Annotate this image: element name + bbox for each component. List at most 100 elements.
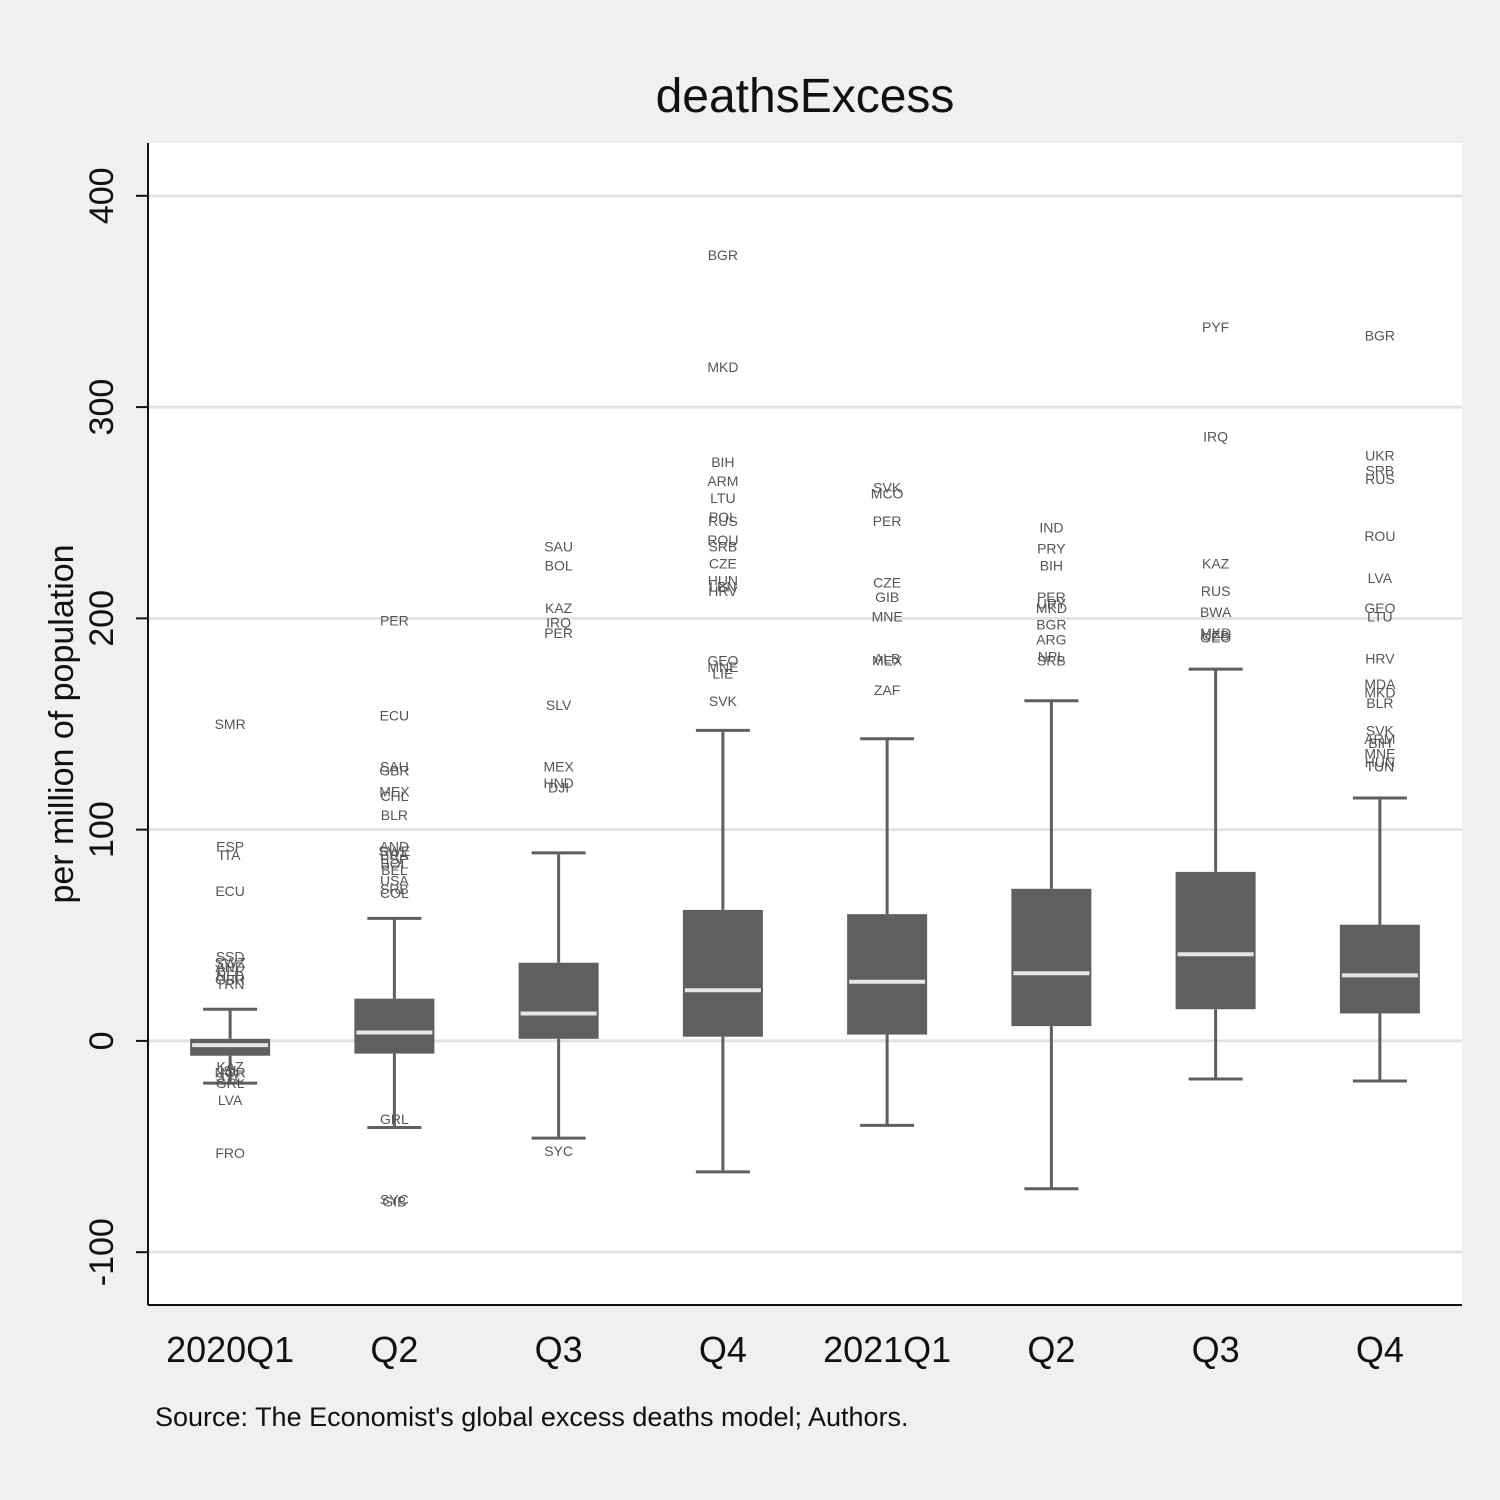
y-tick-label: 100 [83, 801, 121, 858]
outlier-label: SLV [546, 697, 572, 713]
iqr-box [1011, 888, 1092, 1027]
outlier-label: PER [544, 625, 573, 641]
outlier-label: SRB [708, 539, 737, 555]
outlier-label: SRB [380, 881, 409, 897]
outlier-label: MCO [871, 486, 904, 502]
outlier-label: HUN [708, 572, 738, 588]
outlier-label: SWZ [215, 955, 247, 971]
outlier-label: ISL [220, 1062, 241, 1078]
outlier-label: CHL [380, 788, 408, 804]
outlier-label: FRO [215, 1145, 245, 1161]
outlier-label: DJI [548, 779, 569, 795]
outlier-label: NOR [215, 1065, 246, 1081]
outlier-label: GIB [875, 589, 899, 605]
outlier-label: SSD [216, 948, 245, 964]
outlier-label: BGR [1036, 617, 1066, 633]
outlier-label: MKD [1200, 625, 1231, 641]
outlier-label: SWE [378, 843, 410, 859]
outlier-label: ZAF [874, 682, 900, 698]
outlier-label: HUN [1365, 754, 1395, 770]
x-axis-ticks: 2020Q1 Q2 Q3 Q4 2021Q1 Q2 Q3 Q4 [166, 1329, 1404, 1370]
y-axis-label: per million of population [43, 544, 81, 903]
outlier-label: ECU [380, 708, 410, 724]
outlier-label: SVK [873, 479, 902, 495]
outlier-label: COL [380, 885, 409, 901]
outlier-label: TUN [1365, 758, 1394, 774]
outlier-label: GRL [216, 1075, 245, 1091]
box-5 [847, 737, 928, 1127]
outlier-label: IRQ [546, 615, 571, 631]
outlier-label: ROU [707, 532, 738, 548]
outlier-label: ESP [216, 839, 244, 855]
outlier-label: RUS [1201, 583, 1231, 599]
outlier-label: UKR [1365, 448, 1395, 464]
outlier-label: SYC [216, 1069, 245, 1085]
outlier-label: PYF [1202, 319, 1229, 335]
y-tick-label: 0 [83, 1031, 121, 1050]
iqr-box [1339, 924, 1420, 1014]
outlier-label: SYC [380, 1191, 409, 1207]
box-6 [1011, 699, 1092, 1191]
outlier-label: MEX [543, 758, 574, 774]
outlier-label: URY [1037, 596, 1067, 612]
outlier-label: NLD [216, 967, 244, 983]
box-3 [518, 851, 599, 1140]
outlier-label: ECU [215, 883, 245, 899]
outlier-label: ARM [707, 473, 738, 489]
outlier-label: BGR [708, 247, 738, 263]
outlier-label: PER [1037, 589, 1066, 605]
outlier-label: GEO [1364, 600, 1395, 616]
box-2 [354, 916, 435, 1130]
outlier-label: MKD [707, 359, 738, 375]
outlier-label: SYC [544, 1143, 573, 1159]
x-tick-label: Q4 [699, 1329, 747, 1370]
x-tick-label: Q4 [1356, 1329, 1404, 1370]
y-tick-label: -100 [83, 1218, 121, 1286]
outlier-label: PER [380, 612, 409, 628]
plot-background [148, 143, 1462, 1305]
outlier-label: GBR [379, 762, 409, 778]
box-8 [1339, 796, 1420, 1083]
outlier-label: ARM [1364, 731, 1395, 747]
outlier-label: HND [543, 775, 573, 791]
outlier-label: MNE [1364, 746, 1395, 762]
outlier-label: LTU [1367, 608, 1392, 624]
boxes-layer [190, 667, 1420, 1191]
box-1 [190, 1007, 271, 1085]
outlier-label: BIH [711, 454, 734, 470]
outlier-label: BIH [1368, 735, 1391, 751]
outlier-label: KAZ [1202, 555, 1230, 571]
outlier-label: SMR [215, 716, 246, 732]
iqr-box [847, 914, 928, 1035]
outlier-label: MEX [872, 653, 903, 669]
outlier-label: ARG [1036, 631, 1066, 647]
outlier-label: TRN [216, 976, 245, 992]
outlier-label: PRY [1037, 541, 1066, 557]
outlier-labels-layer: SMRESPITAECUSSDSWZANDBELNLDGBRTRNKAZISLN… [215, 247, 1397, 1210]
x-tick-label: Q3 [1192, 1329, 1240, 1370]
outlier-label: NPL [1038, 648, 1065, 664]
outlier-label: UZB [1202, 627, 1230, 643]
outlier-label: MKD [1364, 684, 1395, 700]
outlier-label: GBR [215, 972, 245, 988]
outlier-label: SRB [1037, 653, 1066, 669]
outlier-label: AND [380, 839, 410, 855]
x-tick-label: 2021Q1 [823, 1329, 951, 1370]
outlier-label: HRV [1365, 651, 1395, 667]
iqr-box [354, 998, 435, 1054]
outlier-label: BOL [545, 558, 573, 574]
outlier-label: GEO [1200, 629, 1231, 645]
outlier-label: CZE [873, 574, 901, 590]
outlier-label: ALB [874, 651, 900, 667]
x-tick-label: 2020Q1 [166, 1329, 294, 1370]
outlier-label: LVA [218, 1092, 243, 1108]
outlier-label: MKD [1036, 600, 1067, 616]
chart-title: deathsExcess [656, 70, 955, 123]
outlier-label: USA [380, 872, 409, 888]
iqr-box [518, 962, 599, 1039]
outlier-label: KAZ [217, 1058, 245, 1074]
outlier-label: SRB [1365, 462, 1394, 478]
outlier-label: BRA [380, 847, 409, 863]
outlier-label: GEO [707, 653, 738, 669]
outlier-label: SAU [380, 758, 409, 774]
